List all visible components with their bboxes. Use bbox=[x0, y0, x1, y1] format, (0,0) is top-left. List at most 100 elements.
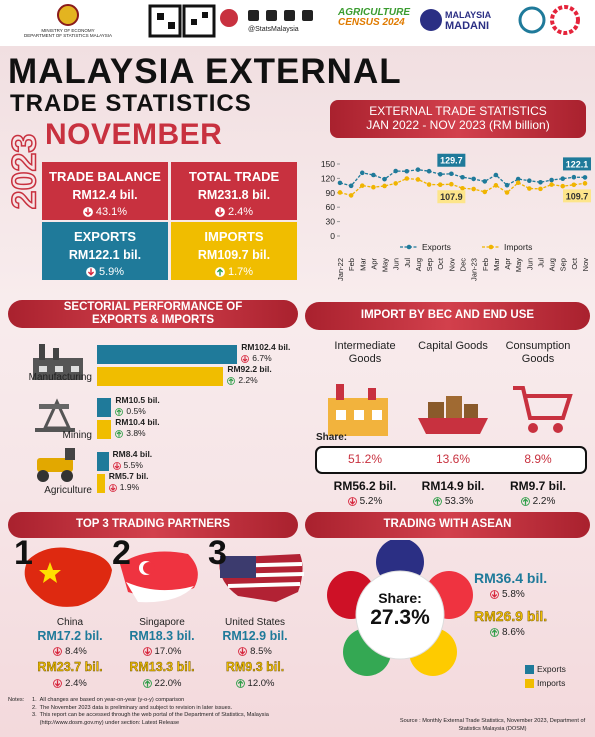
point bbox=[437, 182, 443, 187]
partner-imports: RM23.7 bil. bbox=[37, 660, 103, 674]
change-arrow bbox=[115, 407, 124, 416]
x-tick-label: Dec bbox=[459, 258, 468, 272]
change: 2.2% bbox=[227, 375, 271, 386]
point bbox=[571, 174, 577, 180]
partner-exports: RM17.2 bil. bbox=[37, 629, 103, 643]
kpi-value: RM109.7 bil. bbox=[197, 248, 271, 262]
madani-logo: MALAYSIA bbox=[445, 10, 492, 20]
x-tick-label: Aug bbox=[548, 258, 557, 271]
change: 12.0% bbox=[207, 678, 303, 689]
change: 2.4% bbox=[171, 206, 297, 218]
kpi-value: RM12.4 bil. bbox=[72, 188, 138, 202]
arrow-circle bbox=[108, 483, 117, 492]
kpi-box: TRADE BALANCE RM12.4 bil. 43.1% bbox=[42, 162, 168, 220]
bec-icons bbox=[328, 384, 573, 436]
point bbox=[582, 181, 588, 186]
month: NOVEMBER bbox=[45, 118, 223, 151]
partner-name: United States bbox=[224, 617, 286, 628]
point bbox=[560, 183, 566, 189]
x-tick-label: Jul bbox=[403, 258, 412, 268]
arrow-circle bbox=[227, 376, 236, 385]
change-value: 1.7% bbox=[227, 266, 254, 278]
x-tick-label: Nov bbox=[447, 258, 456, 272]
x-tick-label: Oct bbox=[436, 257, 445, 270]
x-tick-label: Mar bbox=[358, 258, 367, 271]
point bbox=[359, 170, 365, 176]
change: 22.0% bbox=[114, 678, 210, 689]
kpi-label: TRADE BALANCE bbox=[49, 169, 161, 184]
x-tick-label: Apr bbox=[369, 257, 378, 269]
change-value: 2.2% bbox=[238, 375, 258, 385]
change-arrow bbox=[142, 647, 152, 656]
arrow-circle bbox=[432, 497, 442, 506]
point bbox=[515, 180, 521, 186]
legend-item: Imports bbox=[525, 678, 565, 688]
bec-share: 51.2% bbox=[347, 452, 383, 466]
legend-label: Exports bbox=[537, 664, 566, 674]
point bbox=[549, 177, 554, 183]
partner-name: China bbox=[56, 617, 84, 628]
point bbox=[482, 179, 488, 184]
point bbox=[371, 184, 376, 190]
arrow-shape bbox=[217, 208, 223, 216]
arrow-circle bbox=[490, 590, 499, 599]
change: 1.9% bbox=[108, 482, 149, 493]
arrow-circle bbox=[53, 647, 63, 656]
change-arrow bbox=[238, 647, 248, 656]
point bbox=[337, 190, 343, 195]
change: 8.4% bbox=[22, 646, 118, 657]
point bbox=[515, 176, 521, 182]
change-arrow bbox=[241, 354, 250, 363]
point bbox=[471, 186, 476, 192]
sector-bar bbox=[97, 452, 109, 471]
bec-name: Intermediate Goods bbox=[334, 340, 396, 365]
change: 6.7% bbox=[241, 353, 290, 364]
point bbox=[359, 183, 365, 188]
arrow-circle bbox=[53, 679, 63, 688]
arrow-circle bbox=[520, 497, 530, 506]
change-value: 2.4% bbox=[227, 206, 254, 218]
arrow-circle bbox=[347, 497, 357, 506]
value-label: 129.7 bbox=[440, 156, 463, 166]
title-line-1: MALAYSIA EXTERNAL bbox=[8, 52, 402, 91]
change: 3.8% bbox=[115, 428, 159, 439]
sector-bar bbox=[97, 420, 112, 439]
kpi-label: EXPORTS bbox=[73, 229, 137, 244]
arrow-circle bbox=[142, 647, 152, 656]
arrow-shape bbox=[522, 498, 528, 505]
x-tick-label: May bbox=[381, 258, 390, 272]
y-tick-label: 120 bbox=[321, 173, 335, 183]
point bbox=[404, 168, 410, 174]
social-handle: @StatsMalaysia bbox=[248, 26, 299, 33]
source: Source : Monthly External Trade Statisti… bbox=[399, 718, 586, 732]
legend-marker bbox=[406, 244, 412, 250]
notes-list: 1. All changes are based on year-on-year … bbox=[32, 697, 308, 727]
point bbox=[393, 168, 398, 174]
asean-share-label: Share: bbox=[378, 590, 422, 606]
bec-share: 8.9% bbox=[524, 452, 552, 466]
sector-value: RM10.4 bil. bbox=[115, 417, 160, 427]
value-label: 109.7 bbox=[566, 191, 589, 201]
change: 1.7% bbox=[171, 266, 297, 278]
partner-imports: RM9.3 bil. bbox=[225, 660, 285, 674]
change-arrow bbox=[108, 483, 117, 492]
arrow-shape bbox=[217, 268, 223, 276]
note-number: 2. bbox=[32, 704, 37, 711]
y-tick-label: 60 bbox=[326, 202, 336, 212]
point bbox=[415, 177, 421, 182]
arrow-circle bbox=[142, 679, 152, 688]
arrow-shape bbox=[491, 629, 498, 636]
sector-label: RM102.4 bil. 6.7% bbox=[241, 342, 290, 364]
sector-bar bbox=[97, 367, 224, 386]
change-value: 8.6% bbox=[502, 627, 525, 638]
change-arrow bbox=[520, 497, 530, 506]
change-arrow bbox=[82, 207, 93, 217]
arrow-shape bbox=[55, 648, 61, 655]
change-arrow bbox=[53, 647, 63, 656]
change: 2.4% bbox=[22, 678, 118, 689]
x-tick-label: Jan-23 bbox=[470, 258, 479, 281]
value-label-box bbox=[563, 189, 591, 203]
madani-logo-2: MADANI bbox=[445, 20, 489, 32]
bec-value: RM56.2 bil. bbox=[333, 479, 397, 493]
